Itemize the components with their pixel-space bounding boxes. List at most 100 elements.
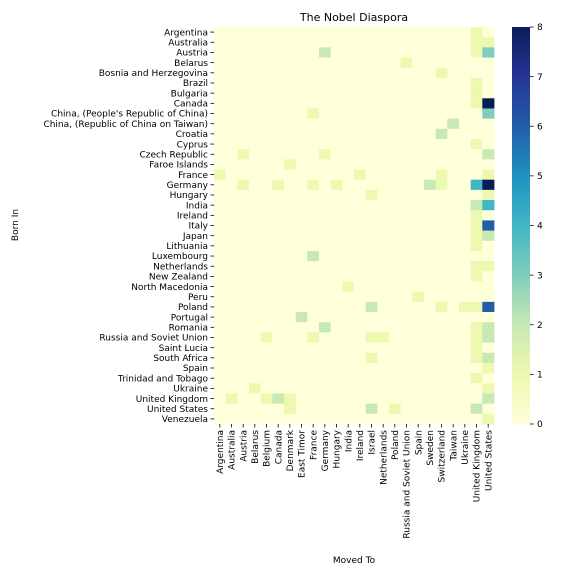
heatmap-cell (284, 149, 297, 160)
heatmap-cell (260, 159, 273, 170)
heatmap-cell (377, 240, 390, 252)
heatmap-cell (412, 57, 425, 69)
heatmap-cell (319, 138, 332, 150)
heatmap-cell (435, 261, 448, 272)
heatmap-cell (470, 403, 483, 415)
x-tick-label: India (344, 430, 354, 452)
heatmap-cell (307, 108, 320, 120)
heatmap-cell (284, 342, 297, 354)
heatmap-cell (470, 230, 483, 242)
x-tick-label: Taiwan (449, 430, 459, 462)
heatmap-cell (319, 128, 332, 140)
heatmap-cell (354, 220, 367, 231)
heatmap-cell (470, 179, 483, 191)
heatmap-cell (284, 362, 297, 374)
heatmap-cell (342, 57, 355, 69)
colorbar-tick-label: 0 (537, 420, 543, 430)
heatmap-cell (377, 77, 390, 89)
heatmap-cell (424, 67, 437, 79)
heatmap-cell (389, 210, 402, 221)
heatmap-cell (482, 47, 495, 58)
heatmap-cell (412, 77, 425, 89)
heatmap-cell (330, 179, 343, 191)
heatmap-cell (412, 200, 425, 211)
heatmap-cell (272, 159, 285, 170)
heatmap-cell (295, 189, 308, 201)
heatmap-cell (400, 403, 413, 415)
heatmap-cell (237, 37, 250, 48)
heatmap-cell (342, 179, 355, 191)
heatmap-cell (470, 169, 483, 181)
y-tick-label: Ukraine (173, 385, 208, 395)
heatmap-cell (482, 383, 495, 394)
heatmap-cell (225, 240, 238, 252)
heatmap-cell (249, 312, 262, 323)
heatmap-cell (214, 67, 227, 79)
heatmap-cell (412, 189, 425, 201)
heatmap-cell (459, 362, 472, 374)
heatmap-cell (319, 413, 332, 425)
heatmap-cell (249, 383, 262, 394)
heatmap-cell (400, 37, 413, 48)
heatmap-cell (389, 138, 402, 150)
x-tick-label: Ireland (356, 430, 366, 461)
heatmap-cell (377, 88, 390, 99)
heatmap-cell (330, 57, 343, 69)
heatmap-cell (482, 362, 495, 374)
heatmap-cell (482, 301, 495, 313)
x-axis-label: Moved To (333, 556, 376, 566)
heatmap-cell (470, 352, 483, 364)
heatmap-cell (307, 88, 320, 99)
heatmap-cell (284, 352, 297, 364)
heatmap-cell (400, 220, 413, 231)
heatmap-cell (482, 37, 495, 48)
heatmap-cell (424, 413, 437, 425)
heatmap-cell (319, 108, 332, 120)
heatmap-cell (295, 88, 308, 99)
heatmap-cell (295, 352, 308, 364)
heatmap-cell (225, 413, 238, 425)
heatmap-cell (400, 413, 413, 425)
heatmap-cell (342, 271, 355, 282)
heatmap-cell (435, 291, 448, 303)
heatmap-cell (482, 352, 495, 364)
y-tick-label: Romania (169, 323, 208, 333)
heatmap-cell (272, 342, 285, 354)
heatmap-cell (377, 159, 390, 170)
heatmap-cell (214, 352, 227, 364)
heatmap-cell (459, 159, 472, 170)
heatmap-cell (225, 220, 238, 231)
heatmap-cell (225, 27, 238, 38)
heatmap-cell (342, 352, 355, 364)
heatmap-cell (389, 149, 402, 160)
heatmap-cell (260, 98, 273, 109)
heatmap-cell (447, 77, 460, 89)
heatmap-cell (459, 47, 472, 58)
heatmap-cell (435, 220, 448, 231)
heatmap-cell (272, 230, 285, 242)
heatmap-cell (365, 57, 378, 69)
heatmap-cell (260, 77, 273, 89)
heatmap-cell (272, 322, 285, 333)
heatmap-cell (272, 128, 285, 140)
heatmap-cell (319, 281, 332, 293)
heatmap-cell (447, 108, 460, 120)
heatmap-cell (482, 88, 495, 99)
heatmap-cell (365, 27, 378, 38)
heatmap-cell (249, 77, 262, 89)
heatmap-cell (295, 57, 308, 69)
heatmap-cell (272, 27, 285, 38)
heatmap-cell (435, 179, 448, 191)
heatmap-cell (237, 281, 250, 293)
heatmap-cell (354, 200, 367, 211)
heatmap-cell (482, 322, 495, 333)
heatmap-cell (365, 342, 378, 354)
heatmap-cell (237, 57, 250, 69)
heatmap-cell (214, 271, 227, 282)
heatmap-cell (459, 220, 472, 231)
heatmap-cell (249, 301, 262, 313)
heatmap-cell (319, 230, 332, 242)
heatmap-cell (389, 27, 402, 38)
heatmap-cell (249, 373, 262, 384)
heatmap-cell (459, 57, 472, 69)
